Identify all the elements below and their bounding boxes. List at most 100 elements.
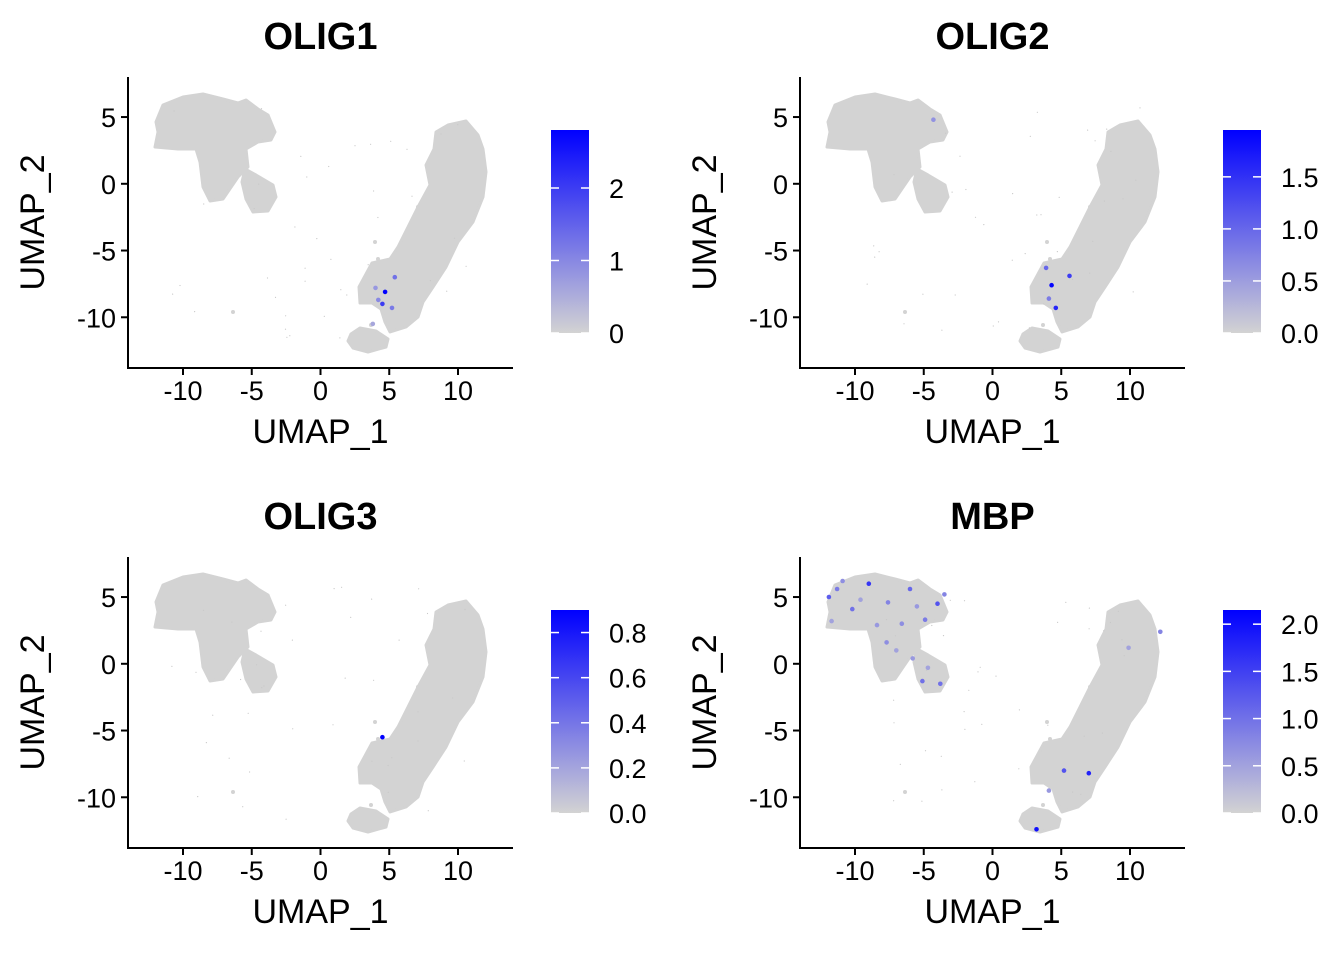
cell-texture [921, 800, 923, 802]
cell-point [424, 267, 428, 271]
cell-texture [899, 763, 901, 765]
expressed-cell-point [829, 618, 834, 624]
colorbar-tick-label: 1.5 [1281, 657, 1319, 687]
colorbar [1223, 130, 1261, 333]
y-tick-label: 0 [101, 650, 116, 680]
cell-point [435, 268, 439, 272]
expressed-cell-point [885, 600, 891, 605]
colorbar-tick-label: 0.2 [609, 754, 647, 784]
cell-texture [429, 280, 431, 282]
cell-texture [1132, 291, 1134, 293]
cell-texture [1123, 655, 1125, 657]
cell-texture [240, 678, 242, 681]
expressed-cell-point [826, 594, 832, 600]
colorbar-tick-label: 1 [609, 247, 624, 277]
cell-texture [977, 671, 979, 673]
x-tick-label: 5 [1054, 856, 1069, 886]
y-tick-label: -5 [92, 717, 116, 747]
cell-texture [440, 133, 442, 135]
cell-texture [203, 203, 205, 205]
cell-texture [258, 183, 260, 185]
cell-texture [893, 174, 895, 176]
cell-texture [1109, 621, 1111, 624]
colorbar-tick-label: 1.5 [1281, 163, 1319, 193]
cell-texture [1122, 198, 1124, 200]
expressed-cell-point [380, 734, 385, 740]
cell-point [409, 247, 413, 251]
cell-point [394, 292, 398, 296]
cell-texture [1047, 724, 1049, 726]
colorbar-tick-label: 0.0 [1281, 319, 1319, 349]
cell-texture [963, 711, 965, 713]
cell-cluster-4 [346, 326, 390, 354]
cell-texture [411, 195, 413, 197]
cell-point [435, 748, 439, 752]
cell-texture [390, 140, 392, 142]
cell-texture [274, 296, 277, 298]
cell-texture [446, 290, 448, 292]
cell-texture [242, 806, 244, 808]
y-tick-label: 5 [101, 103, 116, 133]
cell-point [1041, 323, 1045, 327]
x-tick-label: -5 [912, 856, 936, 886]
cell-point [903, 790, 907, 794]
x-tick-label: 0 [985, 856, 1000, 886]
cell-cluster-4 [346, 806, 390, 834]
colorbar-tick-label: 1.0 [1281, 215, 1319, 245]
cell-point [1048, 257, 1052, 261]
x-axis-label: UMAP_1 [924, 413, 1060, 451]
cell-texture [202, 609, 205, 611]
cell-texture [453, 237, 456, 239]
cell-texture [941, 789, 943, 791]
x-tick-label: -10 [835, 376, 874, 406]
cell-texture [427, 810, 429, 812]
cell-texture [963, 600, 966, 602]
cell-texture [285, 315, 287, 317]
plot-title: MBP [950, 496, 1034, 538]
cell-texture [965, 188, 967, 191]
cell-texture [426, 612, 429, 615]
cell-texture [333, 588, 335, 590]
expressed-cell-point [840, 578, 845, 584]
expressed-cell-point [370, 321, 376, 327]
cell-texture [346, 294, 348, 296]
y-tick-label: 5 [101, 583, 116, 613]
x-tick-label: 10 [443, 856, 473, 886]
expressed-cell-point [935, 601, 940, 606]
cell-point [1088, 685, 1092, 689]
cell-texture [1103, 630, 1105, 632]
expressed-cell-point [894, 648, 899, 653]
cell-texture [304, 280, 306, 282]
cell-point [1085, 700, 1089, 704]
cell-texture [371, 760, 373, 762]
cell-texture [367, 264, 369, 266]
x-axis-label: UMAP_1 [924, 893, 1060, 931]
cell-texture [1065, 601, 1067, 603]
cell-texture [292, 728, 294, 730]
cell-texture [1135, 179, 1137, 181]
cell-texture [1058, 196, 1060, 198]
cell-texture [1088, 628, 1090, 630]
x-tick-label: 0 [985, 376, 1000, 406]
cell-cluster-1 [825, 572, 949, 683]
plot-title: OLIG1 [263, 16, 377, 58]
cell-point [1058, 285, 1062, 289]
cell-texture [979, 666, 981, 668]
cell-texture [195, 671, 197, 673]
cell-texture [893, 800, 895, 802]
cell-texture [285, 818, 287, 820]
colorbar [551, 130, 589, 333]
cell-point [394, 772, 398, 776]
expressed-cell-point [392, 274, 398, 280]
cell-texture [341, 586, 343, 588]
expressed-cell-point [373, 285, 378, 291]
cell-texture [194, 311, 196, 313]
cell-point [369, 803, 373, 807]
x-tick-label: 5 [1054, 376, 1069, 406]
x-tick-label: -10 [163, 856, 202, 886]
cell-texture [941, 329, 943, 331]
y-axis-label: UMAP_2 [686, 634, 724, 770]
cell-texture [294, 226, 296, 228]
cell-texture [328, 165, 330, 168]
expressed-cell-point [380, 301, 385, 307]
